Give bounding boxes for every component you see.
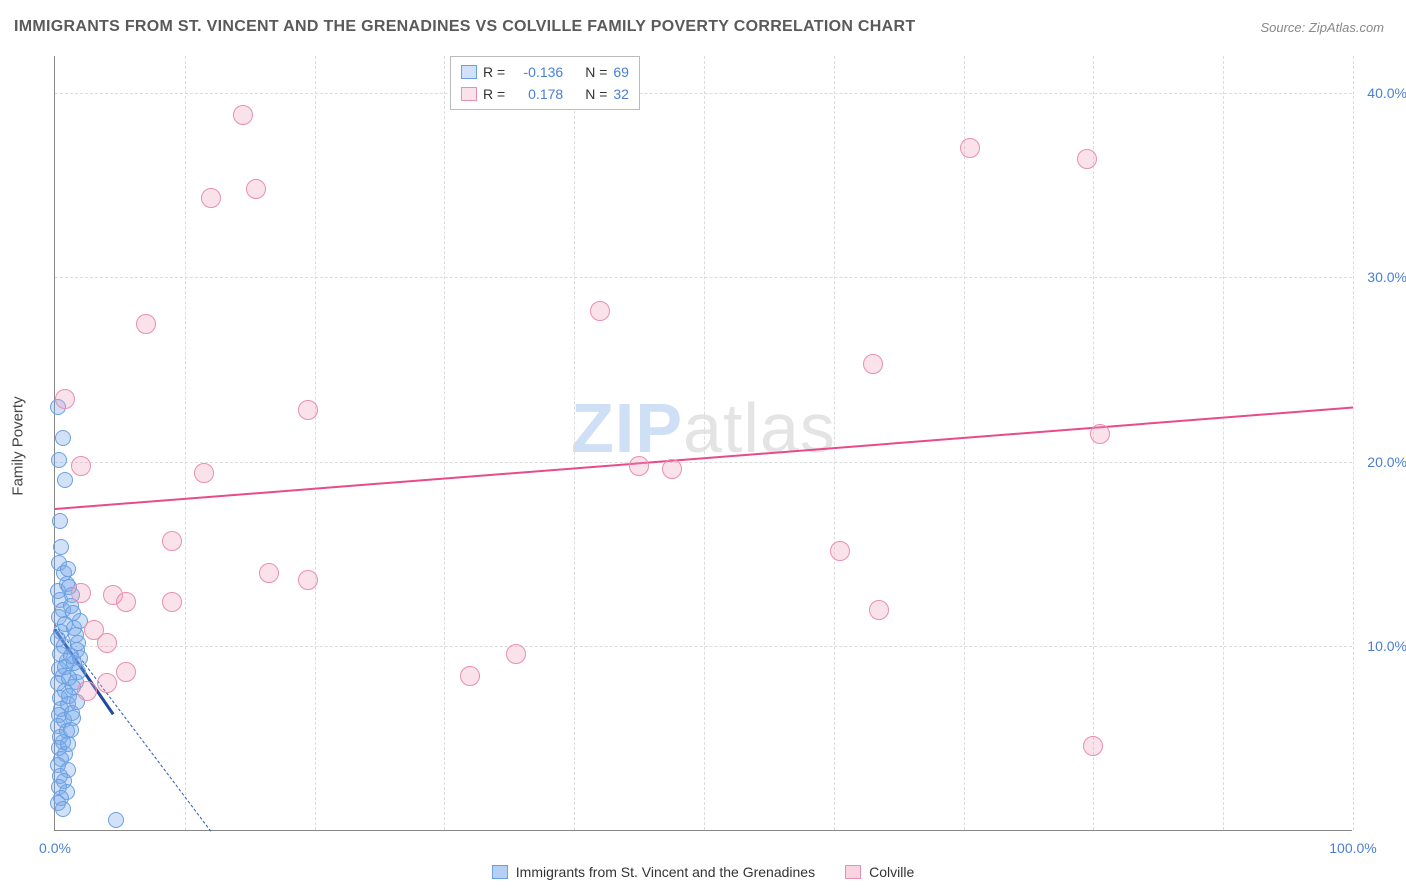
scatter-point [60, 736, 76, 752]
legend-stat-row: R = -0.136 N = 69 [461, 61, 629, 83]
gridline-v [574, 56, 575, 830]
legend-series-item: Immigrants from St. Vincent and the Gren… [492, 864, 815, 880]
gridline-v [1353, 56, 1354, 830]
scatter-point [65, 605, 81, 621]
scatter-point [506, 644, 526, 664]
gridline-v [185, 56, 186, 830]
scatter-point [259, 563, 279, 583]
scatter-point [662, 459, 682, 479]
y-tick-label: 40.0% [1367, 85, 1406, 101]
gridline-v [704, 56, 705, 830]
scatter-point [60, 561, 76, 577]
scatter-point [71, 456, 91, 476]
y-tick-label: 10.0% [1367, 638, 1406, 654]
scatter-point [1083, 736, 1103, 756]
scatter-point [55, 430, 71, 446]
watermark-zip: ZIP [571, 389, 683, 467]
scatter-point [233, 105, 253, 125]
legend-n-label: N = [585, 64, 607, 80]
scatter-point [116, 592, 136, 612]
y-tick-label: 30.0% [1367, 269, 1406, 285]
legend-series-label: Colville [869, 864, 914, 880]
scatter-point [116, 662, 136, 682]
scatter-point [55, 389, 75, 409]
scatter-point [71, 583, 91, 603]
scatter-point [869, 600, 889, 620]
scatter-point [108, 812, 124, 828]
scatter-point [53, 539, 69, 555]
scatter-point [68, 627, 84, 643]
legend-r-value: -0.136 [511, 64, 563, 80]
legend-series: Immigrants from St. Vincent and the Gren… [0, 864, 1406, 880]
legend-r-label: R = [483, 64, 505, 80]
legend-swatch [845, 865, 861, 879]
scatter-point [63, 722, 79, 738]
scatter-point [55, 801, 71, 817]
scatter-point [1090, 424, 1110, 444]
scatter-point [246, 179, 266, 199]
scatter-point [61, 670, 77, 686]
legend-n-value: 32 [613, 86, 629, 102]
scatter-point [51, 452, 67, 468]
chart-title: IMMIGRANTS FROM ST. VINCENT AND THE GREN… [14, 18, 915, 36]
scatter-point [52, 513, 68, 529]
legend-swatch [461, 87, 477, 101]
legend-series-item: Colville [845, 864, 914, 880]
scatter-point [194, 463, 214, 483]
x-tick-label: 0.0% [39, 840, 71, 856]
legend-n-label: N = [585, 86, 607, 102]
scatter-point [201, 188, 221, 208]
gridline-v [315, 56, 316, 830]
scatter-point [77, 681, 97, 701]
scatter-point [136, 314, 156, 334]
scatter-point [97, 673, 117, 693]
x-tick-label: 100.0% [1329, 840, 1376, 856]
legend-r-label: R = [483, 86, 505, 102]
scatter-point [1077, 149, 1097, 169]
scatter-point [57, 472, 73, 488]
legend-series-label: Immigrants from St. Vincent and the Gren… [516, 864, 815, 880]
scatter-point [863, 354, 883, 374]
scatter-point [590, 301, 610, 321]
legend-stat-row: R = 0.178 N = 32 [461, 83, 629, 105]
y-tick-label: 20.0% [1367, 454, 1406, 470]
y-axis-label: Family Poverty [10, 396, 27, 495]
legend-swatch [461, 65, 477, 79]
gridline-v [964, 56, 965, 830]
scatter-point [629, 456, 649, 476]
scatter-point [460, 666, 480, 686]
plot-area: ZIPatlas 10.0%20.0%30.0%40.0%0.0%100.0% [54, 56, 1352, 831]
scatter-point [298, 400, 318, 420]
scatter-point [162, 592, 182, 612]
gridline-v [834, 56, 835, 830]
legend-swatch [492, 865, 508, 879]
gridline-v [444, 56, 445, 830]
legend-stats: R = -0.136 N = 69 R = 0.178 N = 32 [450, 56, 640, 110]
source-credit: Source: ZipAtlas.com [1260, 20, 1384, 35]
scatter-point [830, 541, 850, 561]
scatter-point [162, 531, 182, 551]
scatter-point [960, 138, 980, 158]
scatter-point [97, 633, 117, 653]
gridline-v [1223, 56, 1224, 830]
scatter-point [298, 570, 318, 590]
legend-n-value: 69 [613, 64, 629, 80]
legend-r-value: 0.178 [511, 86, 563, 102]
scatter-point [72, 650, 88, 666]
